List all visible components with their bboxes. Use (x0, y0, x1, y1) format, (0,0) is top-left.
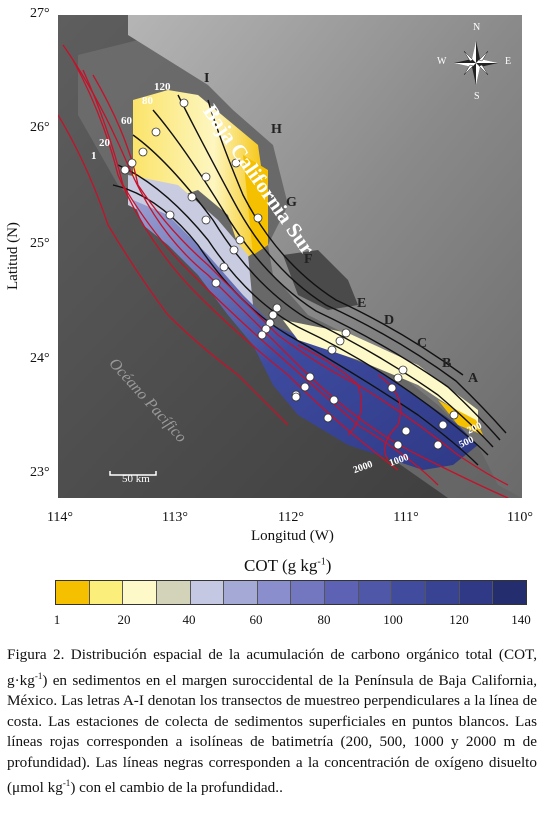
colorbar-tick-140: 140 (511, 612, 531, 627)
caption-part-1: Figura 2. Distribución espacial de la ac… (7, 646, 537, 689)
colorbar-tick-100: 100 (383, 612, 403, 627)
compass-rose-icon (454, 41, 498, 85)
caption-sup-2: -1 (62, 778, 71, 789)
compass-w-label: W (437, 56, 447, 67)
colorbar-tick-60: 60 (249, 612, 263, 627)
colorbar-swatch (223, 581, 257, 604)
transect-label-d: D (384, 313, 395, 328)
caption-part-2: ) en sedimentos en el margen suroccident… (7, 671, 537, 797)
scale-bar-label: 50 km (122, 473, 150, 485)
oxygen-isolines (112, 94, 507, 466)
lon-tick-114: 114° (46, 510, 74, 525)
caption-part-3: ) con el cambio de la profundidad.. (70, 779, 283, 797)
colorbar-swatch (458, 581, 493, 604)
oxygen-label-80: 80 (142, 95, 153, 107)
figure-caption: Figura 2. Distribución espacial de la ac… (7, 645, 537, 799)
caption-sup-1: -1 (34, 670, 43, 681)
colorbar-swatch (122, 581, 156, 604)
transect-label-f: F (304, 252, 313, 267)
colorbar-swatch (425, 581, 459, 604)
colorbar (55, 580, 527, 605)
colorbar-title-sup: -1 (317, 556, 326, 568)
lon-tick-110: 110° (506, 510, 534, 525)
colorbar-tick-20: 20 (117, 612, 131, 627)
map-frame (57, 15, 522, 499)
lon-tick-113: 113° (161, 510, 189, 525)
lat-tick-24: 24° (30, 351, 50, 366)
colorbar-swatch (324, 581, 358, 604)
colorbar-swatch (88, 581, 123, 604)
lat-tick-25: 25° (30, 236, 50, 251)
transect-label-i: I (204, 71, 210, 86)
colorbar-swatch (155, 581, 190, 604)
cot-zone-south (133, 200, 478, 470)
colorbar-tick-1: 1 (53, 612, 61, 627)
oxygen-label-60: 60 (121, 115, 132, 127)
transect-label-h: H (271, 122, 282, 137)
oxygen-label-1: 1 (91, 150, 97, 162)
colorbar-swatch (357, 581, 392, 604)
colorbar-swatch (492, 581, 526, 604)
compass-e-label: E (505, 56, 512, 67)
scale-bar (109, 471, 157, 476)
colorbar-title-end: ) (325, 556, 332, 575)
colorbar-swatch (256, 581, 291, 604)
colorbar-tick-40: 40 (182, 612, 196, 627)
transect-label-b: B (442, 356, 452, 371)
compass-n-label: N (473, 22, 481, 33)
lon-tick-111: 111° (393, 510, 419, 525)
colorbar-swatch (290, 581, 325, 604)
colorbar-swatch (56, 581, 89, 604)
colorbar-tick-120: 120 (449, 612, 469, 627)
colorbar-tick-80: 80 (317, 612, 331, 627)
colorbar-title-text: COT (g kg (244, 556, 318, 575)
lon-tick-112: 112° (277, 510, 305, 525)
map-svg (57, 15, 522, 499)
colorbar-swatch (391, 581, 426, 604)
lat-tick-27: 27° (30, 6, 50, 21)
transect-label-g: G (286, 195, 297, 210)
transect-label-c: C (417, 336, 428, 351)
lagoon (283, 250, 358, 310)
bathymetry-isolines (57, 44, 509, 499)
transect-label-e: E (357, 296, 367, 311)
y-axis-label: Latitud (N) (5, 222, 21, 290)
oxygen-label-120: 120 (154, 81, 171, 93)
lat-tick-23: 23° (30, 465, 50, 480)
lat-tick-26: 26° (30, 120, 50, 135)
sampling-stations (120, 98, 459, 450)
x-axis-label: Longitud (W) (251, 528, 334, 544)
compass-s-label: S (474, 91, 480, 102)
cot-zone-high-north (243, 155, 268, 255)
colorbar-swatch (189, 581, 224, 604)
colorbar-title: COT (g kg-1) (244, 556, 331, 576)
oxygen-label-20: 20 (99, 137, 110, 149)
transect-label-a: A (468, 371, 479, 386)
